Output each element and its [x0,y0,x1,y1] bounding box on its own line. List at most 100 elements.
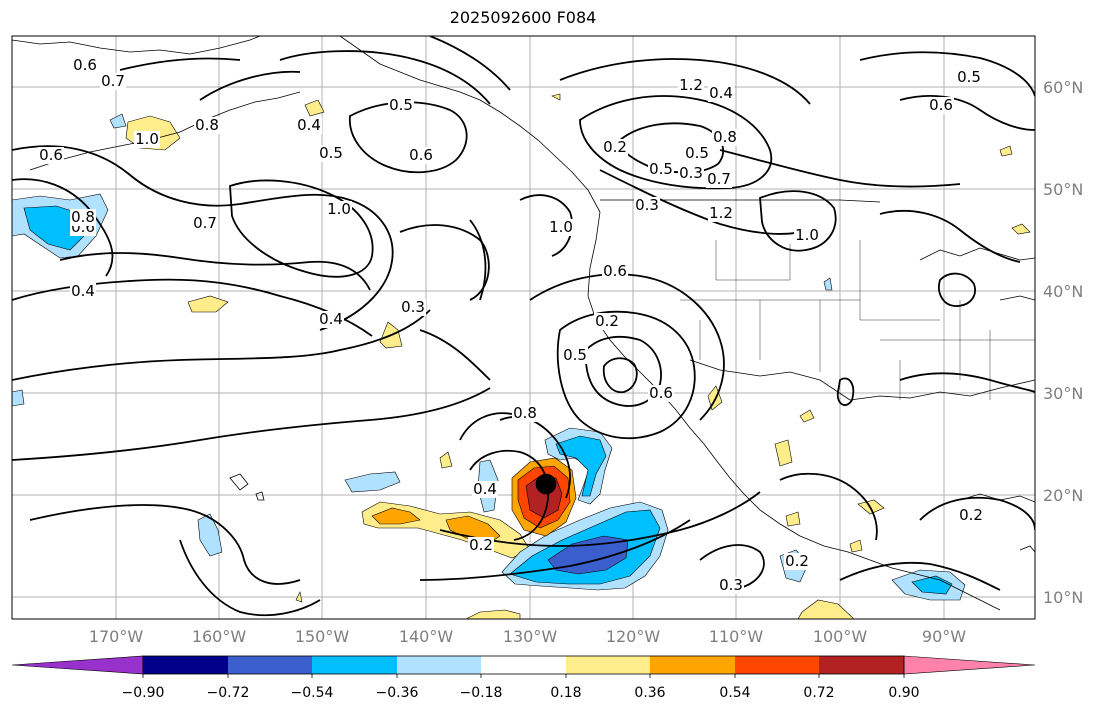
latitude-label: 10°N [1043,588,1083,607]
state-borders [680,240,1035,400]
contour-label-bg [928,97,954,114]
contour-label: 0.4 [71,282,95,300]
contour-label-bg [388,97,414,114]
contour-label: 0.5 [957,68,981,86]
colorbar-tick-labels: −0.90 −0.72 −0.54 −0.36 −0.18 0.18 0.36 0.54 0.7… [122,674,920,701]
colorbar [11,655,1036,675]
contour-label-bg [468,537,494,554]
contour-label-bg [684,145,710,162]
longitude-label: 170°W [89,627,144,646]
contour-label: 0.2 [959,506,983,524]
longitude-label: 120°W [606,627,661,646]
contour-lines [12,36,1035,617]
colorbar-tick-label: −0.18 [460,685,503,701]
contour-label: 0.3 [635,196,659,214]
contour-label: 1.0 [327,200,351,218]
contour-label: 0.2 [469,536,493,554]
contour-label-bg [634,197,660,214]
colorbar-tick-label: 0.72 [803,685,834,701]
colorbar-segment [228,656,312,674]
colorbar-tick-label: −0.90 [122,685,165,701]
contour-label: 0.8 [713,128,737,146]
contour-label: 0.5 [319,144,343,162]
contour-label-bg [708,205,734,222]
contour-label-bg [956,69,982,86]
contour-label-bg [784,553,810,570]
contour-label-bg [70,283,96,300]
latitude-label: 30°N [1043,384,1083,403]
contour-label-bg [400,299,426,316]
map-border [11,35,1036,620]
longitude-label: 140°W [399,627,454,646]
contour-label: 0.8 [71,208,95,226]
contour-label-bg [134,131,160,148]
longitude-label: 90°W [922,627,966,646]
colorbar-segment [819,656,904,674]
contour-label: 0.4 [297,116,321,134]
contour-label-bg [794,227,820,244]
longitude-label: 100°W [813,627,868,646]
contour-label-bg [72,57,98,74]
colorbar-segment [903,655,1036,675]
contour-label-bg [70,209,96,226]
contour-label: 0.4 [319,310,343,328]
contour-label: 0.2 [785,552,809,570]
colorbar-segment [143,656,228,674]
contour-label: 0.3 [719,576,743,594]
latitude-label: 50°N [1043,180,1083,199]
contour-label: 0.6 [39,146,63,164]
contour-label: 0.2 [595,312,619,330]
contour-label: 0.5 [685,144,709,162]
contour-label: 0.6 [73,56,97,74]
colorbar-tick-label: 0.90 [888,685,919,701]
contour-label-bg [192,215,218,232]
contour-label-bg [648,385,674,402]
colorbar-segment [566,656,650,674]
longitude-labels: 170°W 160°W 150°W 140°W 130°W 120°W 110°W 100°W… [89,627,966,646]
colorbar-tick-label: 0.54 [719,685,750,701]
colorbar-tick-label: −0.72 [207,685,250,701]
contour-label: 0.3 [679,164,703,182]
contour-label: 1.0 [135,130,159,148]
contour-label: 1.2 [679,76,703,94]
contour-label: 0.2 [603,138,627,156]
colorbar-tick-label: −0.36 [376,685,419,701]
contour-label-bg [678,77,704,94]
colorbar-segment [397,656,481,674]
latitude-label: 20°N [1043,486,1083,505]
map-layers: 0.60.70.40.50.5 0.61.00.70.40.30.40.81.00… [12,36,1035,619]
latitude-label: 40°N [1043,282,1083,301]
contour-label: 0.7 [193,214,217,232]
longitude-label: 160°W [192,627,247,646]
contour-label: 0.6 [929,96,953,114]
contour-label: 0.6 [409,146,433,164]
contour-label: 0.5 [563,346,587,364]
contour-label: 1.0 [795,226,819,244]
contour-label: 0.8 [513,404,537,422]
longitude-label: 130°W [503,627,558,646]
contour-label: 1.0 [549,218,573,236]
colorbar-tick-label: −0.54 [291,685,334,701]
colorbar-segment [11,655,144,675]
contour-label-bg [100,73,126,90]
contour-label: 0.7 [101,72,125,90]
colorbar-tick-label: 0.18 [550,685,581,701]
contour-label: 1.2 [709,204,733,222]
contour-label-bg [708,85,734,102]
contour-label: 0.5 [649,160,673,178]
contour-label-bg [648,161,674,178]
longitude-label: 150°W [295,627,350,646]
contour-label-bg [408,147,434,164]
contour-label: 0.4 [709,84,733,102]
contour-label-bg [602,263,628,280]
contour-label-bg [958,507,984,524]
colorbar-segment [650,656,735,674]
contour-label-bg [296,117,322,134]
contour-label: 0.7 [707,170,731,188]
contour-label-bg [548,219,574,236]
colorbar-segment [481,656,566,674]
contour-label-bg [602,139,628,156]
contour-label-bg [594,313,620,330]
contour-label-bg [38,147,64,164]
